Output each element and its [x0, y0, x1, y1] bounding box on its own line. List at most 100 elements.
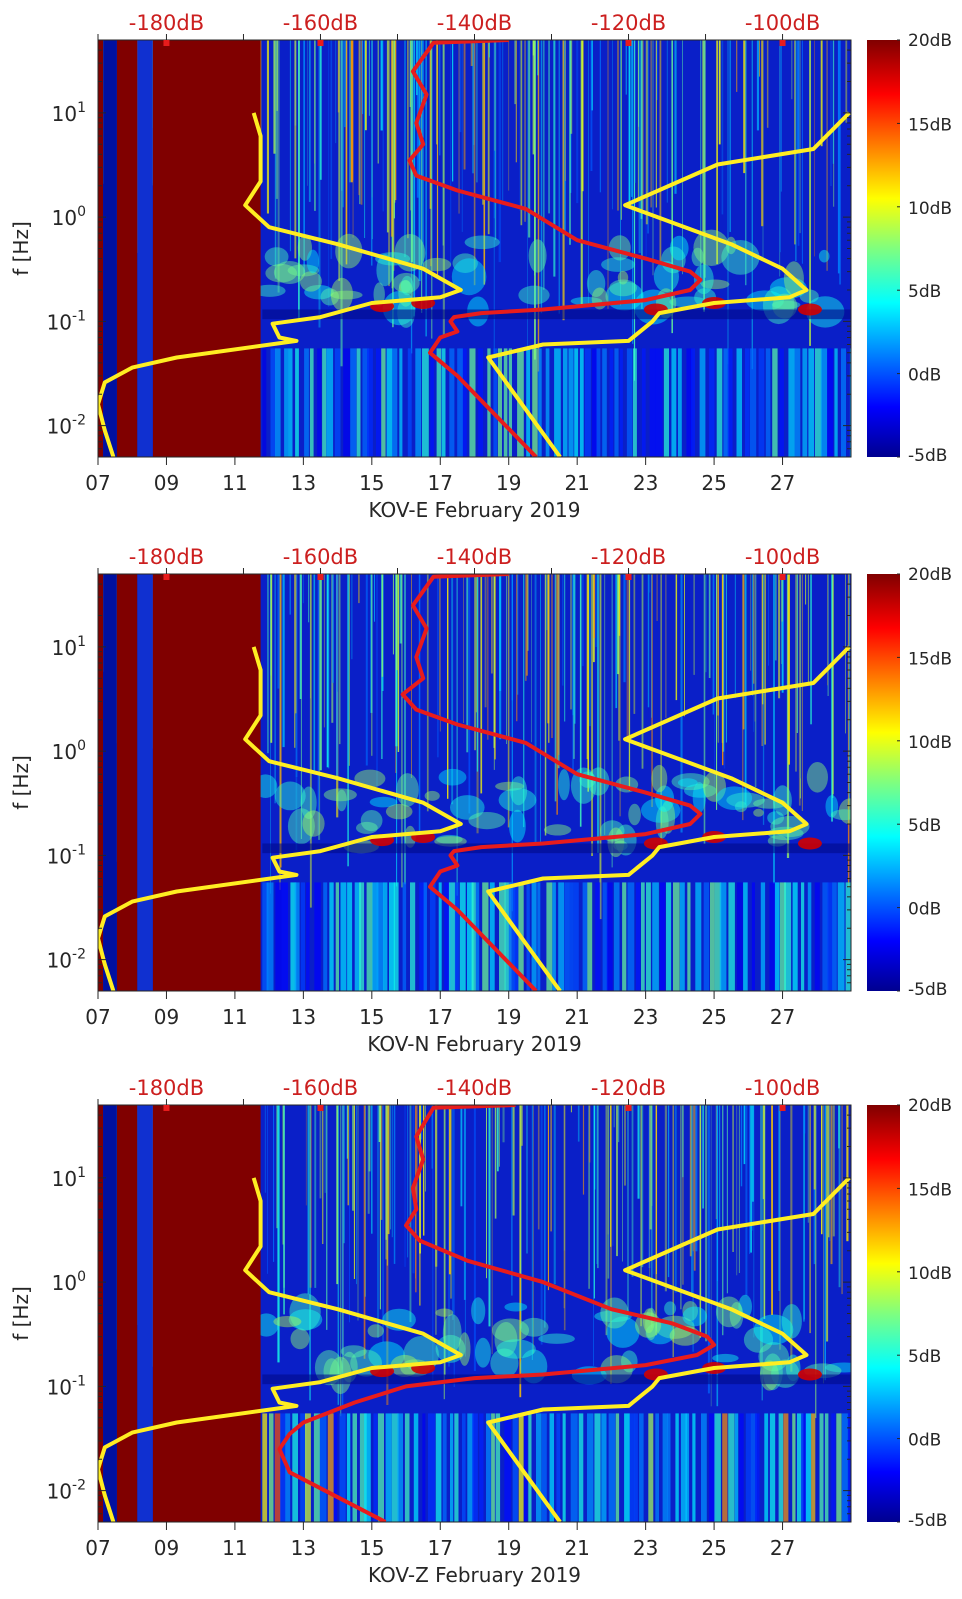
spectrogram-streak: [725, 574, 727, 743]
spectrogram-streak: [807, 1105, 810, 1223]
spectrogram-streak: [640, 1105, 642, 1327]
red-marker: [625, 1105, 632, 1111]
x-tick-label: 21: [564, 471, 589, 495]
red-marker: [163, 574, 170, 580]
spectrogram-streak: [716, 1105, 719, 1407]
spectrogram-streak: [534, 40, 536, 276]
spectrogram-streak: [573, 574, 575, 759]
low-frequency-column: [356, 348, 361, 457]
spectrogram-streak: [386, 40, 389, 233]
spectrogram-streak: [572, 574, 574, 716]
top-axis-label: -120dB: [591, 1076, 666, 1100]
x-tick-label: 11: [222, 1005, 247, 1029]
low-frequency-column: [719, 882, 727, 991]
low-frequency-column: [820, 348, 828, 457]
spectrogram-streak: [596, 1105, 598, 1264]
spectrogram-streak: [760, 1105, 762, 1376]
yellow-curve-left: [98, 1177, 463, 1522]
low-frequency-column: [364, 1413, 371, 1522]
spectrogram-streak: [486, 1105, 487, 1279]
spectrogram-streak: [460, 1105, 463, 1207]
microseism-patch: [701, 279, 730, 290]
low-frequency-column: [745, 348, 750, 457]
spectrogram-streak: [619, 574, 621, 817]
low-frequency-column: [352, 1413, 357, 1522]
low-frequency-column: [802, 348, 808, 457]
low-frequency-column: [475, 882, 480, 991]
spectrogram-streak: [726, 1105, 728, 1294]
low-frequency-column: [769, 1413, 776, 1522]
low-frequency-column: [442, 1413, 447, 1522]
microseism-patch: [544, 824, 572, 836]
spectrogram-streak: [348, 574, 350, 766]
spectrogram-streak: [796, 574, 798, 733]
low-frequency-column: [680, 882, 685, 991]
spectrogram-streak: [359, 40, 361, 205]
spectrogram-streak: [336, 1105, 339, 1285]
spectrogram-streak: [828, 1105, 830, 1238]
spectrogram-streak: [742, 574, 745, 730]
low-frequency-column: [779, 882, 786, 991]
low-frequency-column: [435, 1413, 442, 1522]
colorbar-label: 0dB: [908, 366, 941, 386]
low-frequency-column: [399, 348, 403, 457]
low-frequency-column: [392, 348, 398, 457]
low-frequency-column: [309, 348, 314, 457]
spectrogram-streak: [699, 1105, 702, 1338]
low-frequency-column: [479, 1413, 484, 1522]
spectrogram-streak: [448, 1105, 451, 1275]
spectrogram-streak: [352, 1105, 355, 1211]
colorbar: [867, 574, 900, 991]
spectrogram-streak: [435, 1105, 438, 1267]
spectrogram-streak: [511, 574, 513, 912]
low-frequency-column: [347, 882, 353, 991]
spectrogram-streak: [732, 1105, 734, 1252]
colorbar-label: 5dB: [908, 282, 941, 302]
low-frequency-column: [587, 882, 593, 991]
spectrogram-streak: [667, 1105, 670, 1278]
microseism-patch: [356, 821, 378, 834]
y-tick-base: 10: [47, 844, 72, 868]
low-frequency-column: [508, 348, 512, 457]
microseism-patch: [306, 249, 320, 274]
low-frequency-column: [722, 1413, 728, 1522]
low-frequency-column: [491, 1413, 495, 1522]
low-frequency-column: [422, 1413, 426, 1522]
spectrogram-streak: [712, 574, 715, 715]
low-frequency-column: [841, 348, 846, 457]
spectrogram-streak: [349, 40, 350, 264]
spectrogram-streak: [745, 40, 747, 286]
spectrogram-streak: [599, 574, 602, 920]
spectrogram-streak: [781, 574, 782, 664]
low-frequency-column: [314, 882, 321, 991]
spectrogram-streak: [413, 40, 416, 317]
colorbar-label: 15dB: [908, 1180, 952, 1200]
low-frequency-column: [493, 348, 498, 457]
spectrogram-streak: [368, 40, 370, 116]
spectrogram-streak: [665, 574, 667, 718]
spectrogram-streak: [729, 40, 731, 232]
spectrogram-streak: [591, 40, 593, 111]
spectrogram-streak: [495, 40, 497, 240]
spectrogram-streak: [647, 574, 650, 708]
low-frequency-column: [393, 882, 399, 991]
spectrogram-streak: [766, 40, 769, 128]
low-frequency-column: [594, 1413, 601, 1522]
spectrogram-streak: [326, 1105, 328, 1330]
microseism-patch: [264, 247, 289, 267]
spectrogram-streak: [763, 1105, 766, 1319]
low-frequency-column: [450, 1413, 454, 1522]
spectrogram-streak: [738, 1105, 740, 1273]
low-frequency-column: [467, 1413, 474, 1522]
low-frequency-column: [751, 882, 755, 991]
spectrogram-streak: [714, 574, 715, 790]
spectrogram-streak: [771, 1105, 773, 1315]
microseism-patch: [669, 235, 689, 261]
y-tick-label: 10-1: [47, 308, 86, 334]
y-tick-base: 10: [47, 1375, 72, 1399]
spectrogram-streak: [563, 1105, 565, 1309]
top-axis-label: -140dB: [437, 11, 512, 35]
spectrogram-streak: [779, 40, 781, 277]
spectrogram-streak: [425, 40, 427, 337]
low-frequency-column: [419, 882, 427, 991]
